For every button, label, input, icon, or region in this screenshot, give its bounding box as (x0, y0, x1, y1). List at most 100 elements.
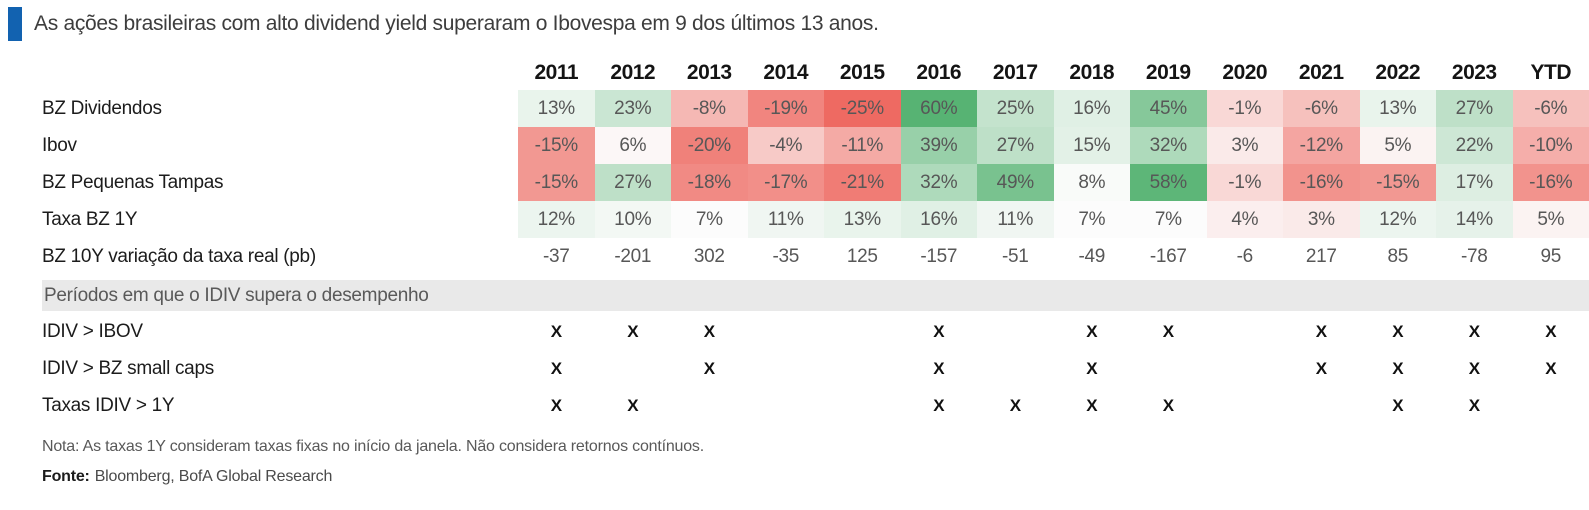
x-mark: X (901, 313, 978, 350)
column-header: 2021 (1283, 56, 1360, 90)
empty-mark-cell (1283, 387, 1360, 424)
heatmap-cell: -25% (824, 90, 901, 127)
value-cell: 85 (1360, 238, 1437, 275)
column-header: 2022 (1360, 56, 1437, 90)
x-mark: X (1283, 313, 1360, 350)
column-header: 2023 (1436, 56, 1513, 90)
source-label: Fonte: (42, 468, 90, 485)
heatmap-cell: -15% (518, 127, 595, 164)
x-mark: X (518, 350, 595, 387)
page-title: As ações brasileiras com alto dividend y… (34, 12, 879, 36)
heatmap-cell: -15% (518, 164, 595, 201)
heatmap-cell: 32% (901, 164, 978, 201)
heatmap-cell: -18% (671, 164, 748, 201)
row-label: Taxa BZ 1Y (42, 201, 518, 238)
x-mark: X (671, 313, 748, 350)
heatmap-cell: 8% (1054, 164, 1131, 201)
section-banner: Períodos em que o IDIV supera o desempen… (42, 280, 1589, 311)
x-mark: X (1054, 313, 1131, 350)
heatmap-cell: 7% (1130, 201, 1207, 238)
source-text: Fonte: Bloomberg, BofA Global Research (42, 468, 1589, 486)
heatmap-cell: 27% (977, 127, 1054, 164)
value-cell: -167 (1130, 238, 1207, 275)
x-mark: X (1513, 350, 1589, 387)
empty-mark-cell (824, 350, 901, 387)
heatmap-cell: -6% (1283, 90, 1360, 127)
heatmap-cell: 16% (901, 201, 978, 238)
heatmap-cell: -1% (1207, 90, 1284, 127)
heatmap-cell: -19% (748, 90, 825, 127)
column-header: 2011 (518, 56, 595, 90)
empty-mark-cell (748, 313, 825, 350)
title-bar: As ações brasileiras com alto dividend y… (8, 6, 1589, 42)
row-label: BZ Pequenas Tampas (42, 164, 518, 201)
heatmap-cell: 6% (595, 127, 672, 164)
x-mark: X (1360, 313, 1437, 350)
value-cell: -78 (1436, 238, 1513, 275)
heatmap-cell: 10% (595, 201, 672, 238)
value-cell: -201 (595, 238, 672, 275)
empty-mark-cell (1207, 387, 1284, 424)
x-mark: X (1130, 387, 1207, 424)
heatmap-cell: 60% (901, 90, 978, 127)
x-mark: X (1360, 350, 1437, 387)
x-mark: X (595, 387, 672, 424)
heatmap-cell: -11% (824, 127, 901, 164)
heatmap-cell: -17% (748, 164, 825, 201)
heatmap-cell: 11% (748, 201, 825, 238)
column-header: 2014 (748, 56, 825, 90)
column-header: 2013 (671, 56, 748, 90)
column-header: 2019 (1130, 56, 1207, 90)
heatmap-cell: 12% (518, 201, 595, 238)
heatmap-cell: 7% (671, 201, 748, 238)
x-mark: X (901, 350, 978, 387)
value-cell: -157 (901, 238, 978, 275)
heatmap-cell: 5% (1513, 201, 1589, 238)
x-mark: X (518, 387, 595, 424)
empty-mark-cell (748, 387, 825, 424)
row-label: BZ Dividendos (42, 90, 518, 127)
heatmap-cell: 13% (1360, 90, 1437, 127)
heatmap-cell: 16% (1054, 90, 1131, 127)
row-label: Taxas IDIV > 1Y (42, 387, 518, 424)
heatmap-cell: -6% (1513, 90, 1589, 127)
heatmap-cell: 23% (595, 90, 672, 127)
column-header: 2015 (824, 56, 901, 90)
heatmap-cell: 27% (1436, 90, 1513, 127)
row-label: IDIV > BZ small caps (42, 350, 518, 387)
empty-mark-cell (1207, 350, 1284, 387)
x-mark: X (1436, 387, 1513, 424)
heatmap-cell: 25% (977, 90, 1054, 127)
heatmap-cell: -15% (1360, 164, 1437, 201)
x-mark: X (1283, 350, 1360, 387)
x-mark: X (518, 313, 595, 350)
x-mark: X (1130, 313, 1207, 350)
x-mark: X (1513, 313, 1589, 350)
heatmap-cell: 14% (1436, 201, 1513, 238)
heatmap-cell: 3% (1283, 201, 1360, 238)
heatmap-cell: 4% (1207, 201, 1284, 238)
column-header: 2020 (1207, 56, 1284, 90)
empty-mark-cell (748, 350, 825, 387)
x-mark: X (595, 313, 672, 350)
table-row: BZ Pequenas Tampas-15%27%-18%-17%-21%32%… (42, 164, 1589, 201)
heatmap-cell: -20% (671, 127, 748, 164)
value-cell: -37 (518, 238, 595, 275)
heatmap-cell: -8% (671, 90, 748, 127)
heatmap-cell: 45% (1130, 90, 1207, 127)
value-cell: -6 (1207, 238, 1284, 275)
heatmap-cell: -12% (1283, 127, 1360, 164)
column-header: 2017 (977, 56, 1054, 90)
x-mark: X (1054, 387, 1131, 424)
empty-mark-cell (1207, 313, 1284, 350)
value-cell: 217 (1283, 238, 1360, 275)
heatmap-cell: -10% (1513, 127, 1589, 164)
heatmap-cell: 5% (1360, 127, 1437, 164)
table-row: Ibov-15%6%-20%-4%-11%39%27%15%32%3%-12%5… (42, 127, 1589, 164)
source-value: Bloomberg, BofA Global Research (95, 468, 333, 485)
